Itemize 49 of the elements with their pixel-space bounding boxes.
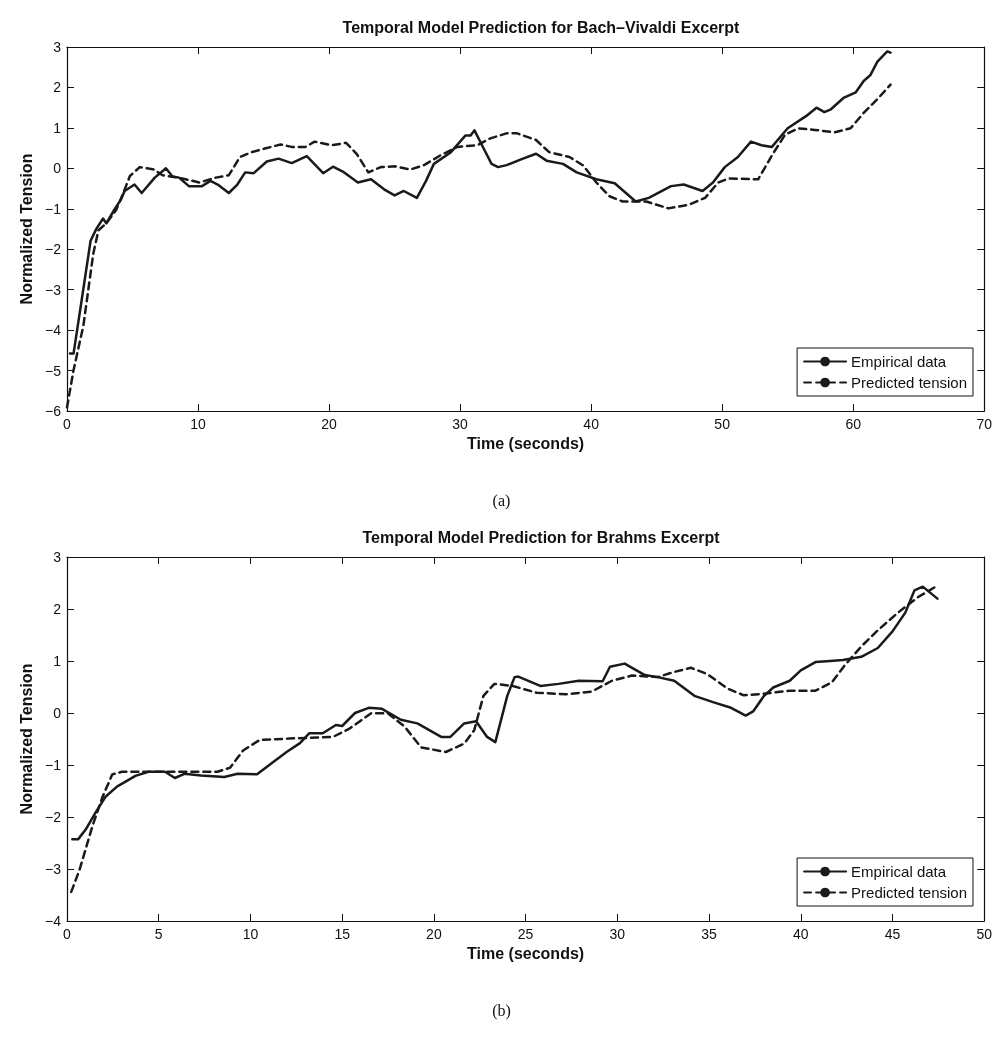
y-tick-label: 0 [53, 160, 62, 177]
x-tick-label: 35 [701, 926, 718, 942]
y-tick-label: −1 [45, 200, 62, 217]
x-tick-label: 25 [517, 926, 534, 942]
legend-label: Predicted tension [851, 884, 967, 901]
y-tick-label: 2 [53, 601, 62, 617]
y-tick-label: −6 [45, 403, 62, 419]
y-tick-label: −2 [45, 241, 62, 258]
x-axis-title: Time (seconds) [467, 945, 585, 963]
legend-label: Empirical data [851, 353, 947, 370]
x-tick-label: 10 [242, 926, 259, 942]
x-tick-label: 0 [63, 416, 72, 432]
x-axis-title: Time (seconds) [467, 435, 585, 453]
y-tick-label: 0 [53, 705, 62, 721]
y-tick-label: −3 [45, 861, 62, 877]
x-tick-label: 50 [976, 926, 993, 942]
x-tick-label: 60 [845, 416, 862, 432]
x-tick-label: 10 [190, 416, 207, 432]
y-tick-label: −3 [45, 281, 62, 298]
x-tick-label: 30 [609, 926, 626, 942]
x-tick-label: 15 [334, 926, 351, 942]
y-tick-label: −5 [45, 362, 62, 379]
legend-label: Empirical data [851, 863, 947, 880]
y-axis-title: Normalized Tension [17, 153, 35, 305]
y-tick-label: 3 [53, 549, 62, 565]
text: (b) [492, 1001, 511, 1020]
y-tick-label: −1 [45, 757, 62, 773]
x-tick-label: 20 [321, 416, 338, 432]
y-tick-label: −4 [45, 322, 62, 339]
y-tick-label: 2 [53, 79, 62, 96]
legend-label: Predicted tension [851, 374, 967, 391]
y-tick-label: 1 [53, 119, 62, 136]
x-tick-label: 40 [792, 926, 809, 942]
y-tick-label: 1 [53, 653, 62, 669]
y-tick-label: −4 [45, 913, 62, 929]
x-tick-label: 45 [884, 926, 901, 942]
x-tick-label: 50 [714, 416, 731, 432]
x-tick-label: 0 [63, 926, 72, 942]
x-tick-label: 5 [154, 926, 163, 942]
x-tick-label: 20 [426, 926, 442, 942]
chart-title: Temporal Model Prediction for Brahms Excerpt [362, 528, 721, 546]
y-tick-label: 3 [53, 39, 62, 55]
chart-title: Temporal Model Prediction for Bach–Vivaldi Excerpt [342, 18, 741, 36]
x-tick-label: 30 [452, 416, 469, 432]
y-tick-label: −2 [45, 809, 62, 825]
y-axis-title: Normalized Tension [17, 663, 35, 815]
text: (a) [492, 491, 511, 510]
x-tick-label: 40 [583, 416, 600, 432]
x-tick-label: 70 [976, 416, 993, 432]
